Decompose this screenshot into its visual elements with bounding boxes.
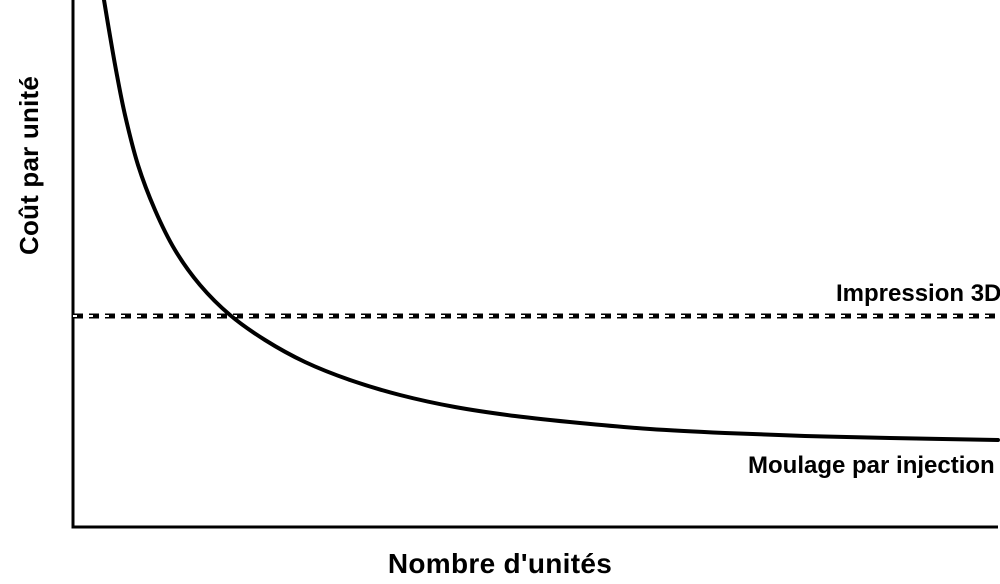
series-label-moulage: Moulage par injection <box>748 452 995 480</box>
x-axis-label: Nombre d'unités <box>0 548 1000 580</box>
chart-stage: Coût par unité Nombre d'unités Impressio… <box>0 0 1000 584</box>
series-label-impression-3d: Impression 3D <box>836 280 1000 308</box>
series-moulage-injection <box>104 0 998 440</box>
y-axis-label: Coût par unité <box>14 76 45 255</box>
axes <box>73 0 998 527</box>
